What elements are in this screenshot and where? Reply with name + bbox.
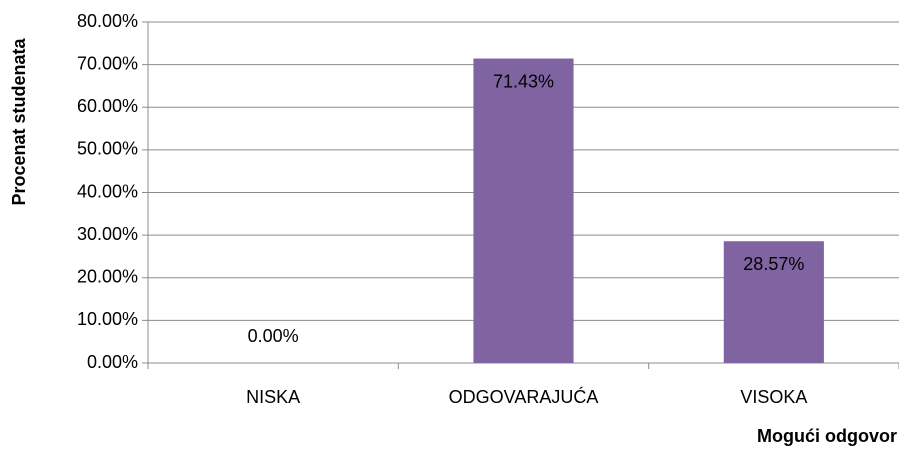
bar xyxy=(723,241,824,363)
y-tick-label: 40.00% xyxy=(77,181,138,201)
y-tick-label: 0.00% xyxy=(87,352,138,372)
data-label: 71.43% xyxy=(493,71,554,91)
x-tick-label: NISKA xyxy=(246,387,300,407)
data-label: 28.57% xyxy=(743,254,804,274)
y-tick-label: 30.00% xyxy=(77,224,138,244)
data-label: 0.00% xyxy=(248,326,299,346)
y-tick-label: 70.00% xyxy=(77,53,138,73)
x-tick-label: ODGOVARAJUĆA xyxy=(449,386,599,407)
x-tick-label: VISOKA xyxy=(740,387,807,407)
y-axis-title: Procenat studenata xyxy=(9,37,29,205)
y-tick-label: 80.00% xyxy=(77,11,138,31)
y-tick-label: 20.00% xyxy=(77,267,138,287)
bar xyxy=(473,58,574,363)
x-axis-title: Mogući odgovor xyxy=(757,426,897,446)
y-tick-label: 50.00% xyxy=(77,139,138,159)
y-tick-label: 10.00% xyxy=(77,309,138,329)
y-tick-label: 60.00% xyxy=(77,96,138,116)
